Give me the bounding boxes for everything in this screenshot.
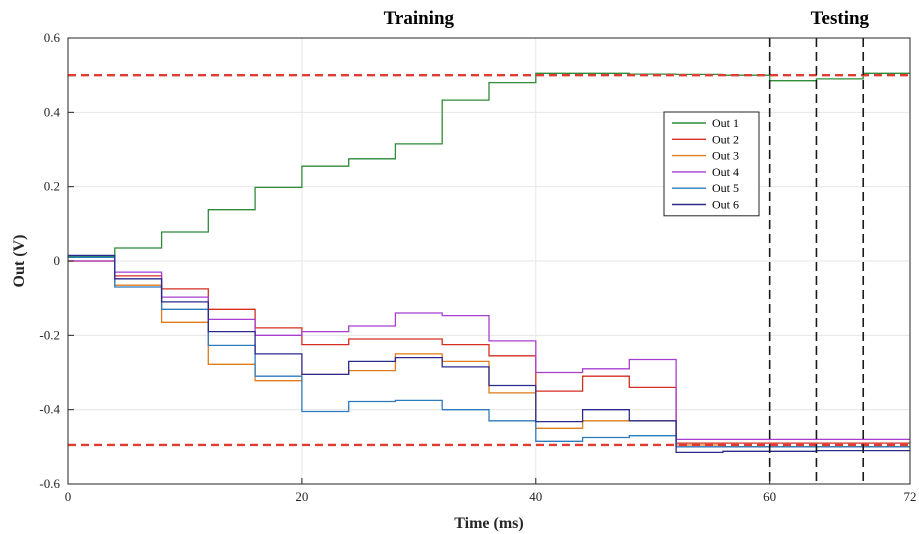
- legend-label-out-5: Out 5: [712, 181, 739, 195]
- legend-box: [663, 111, 760, 217]
- x-tick-label: 40: [529, 489, 542, 504]
- y-tick-label: -0.6: [39, 476, 60, 491]
- x-tick-label: 60: [763, 489, 776, 504]
- annotation-training: Training: [384, 8, 455, 29]
- legend: Out 1 Out 2 Out 3 Out 4 Out 5 Out 6: [663, 111, 760, 217]
- x-tick-label: 0: [65, 489, 72, 504]
- legend-label-out-1: Out 1: [712, 116, 739, 130]
- series-line-out-6: [68, 254, 910, 454]
- y-tick-label: -0.2: [39, 327, 60, 342]
- y-tick-label: 0.2: [44, 179, 60, 194]
- series-line-out-1: [68, 72, 910, 258]
- legend-label-out-2: Out 2: [712, 132, 739, 146]
- legend-label-out-6: Out 6: [712, 198, 739, 212]
- y-tick-label: -0.4: [39, 402, 60, 417]
- y-tick-label: 0.6: [44, 30, 61, 45]
- x-axis-title: Time (ms): [454, 515, 523, 532]
- legend-label-out-4: Out 4: [712, 165, 739, 179]
- y-tick-label: 0.4: [44, 104, 61, 119]
- reference-lines: [68, 38, 910, 484]
- x-tick-label: 20: [295, 489, 308, 504]
- annotation-testing: Testing: [811, 8, 870, 29]
- series-lines: [68, 72, 910, 454]
- y-axis-title: Out (V): [11, 235, 28, 288]
- legend-label-out-3: Out 3: [712, 149, 739, 163]
- y-tick-label: 0: [54, 253, 61, 268]
- x-tick-label: 72: [904, 489, 917, 504]
- axis-ticks: 0 20 40 60 72 0.6 0.4 0.2 0 -0.2 -0.4 -0.6: [39, 30, 916, 504]
